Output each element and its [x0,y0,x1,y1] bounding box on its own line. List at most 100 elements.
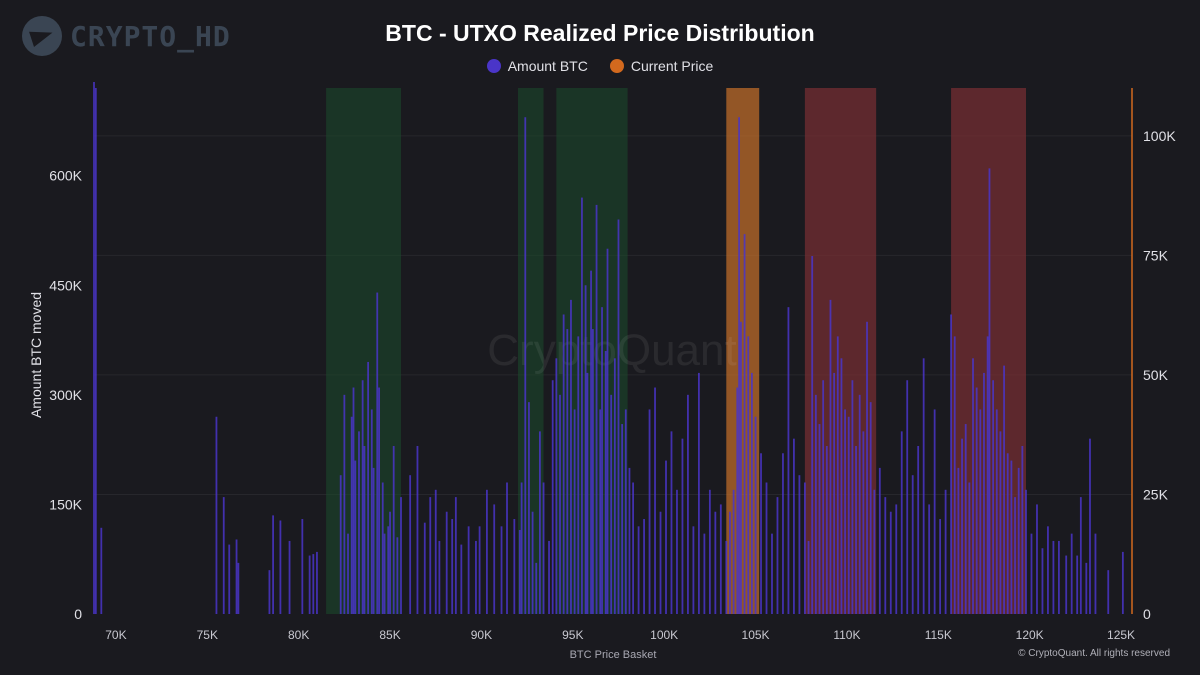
bar-81 [610,394,613,614]
bar-66 [562,314,565,614]
bar-126 [818,424,821,614]
bar-182 [1058,540,1060,614]
bar-73 [586,372,589,614]
bar-42 [445,511,448,614]
bar-60 [539,431,541,614]
bar-135 [851,380,854,614]
bar-144 [889,511,892,614]
bar-80 [606,248,609,614]
bar-57 [528,402,530,614]
bar-148 [911,475,914,614]
bar-149 [917,445,920,614]
bar-37 [416,445,419,614]
bar-28 [378,387,380,614]
bar-103 [719,504,722,614]
bar-118 [782,453,784,614]
bar-161 [972,358,974,614]
bar-96 [681,438,684,614]
zone-red-5 [951,88,1027,614]
bar-48 [478,526,481,614]
bar-190 [1107,570,1110,614]
bar-38 [423,522,426,614]
bar-91 [654,387,656,614]
bar-164 [983,372,985,614]
bar-51 [500,526,503,614]
brand-logo: CRYPTO_HD [22,16,231,56]
bar-46 [467,526,470,614]
x-tick-label-11: 125K [1107,628,1135,642]
bar-154 [944,489,947,614]
bar-83 [617,219,620,614]
bar-52 [506,482,508,614]
bar-22 [361,380,364,614]
bar-138 [862,431,865,614]
bar-90 [648,409,651,614]
copyright-credit: © CryptoQuant. All rights reserved [1018,648,1170,659]
bar-136 [855,445,857,614]
bar-30 [383,533,386,614]
y-tick-label-0: 0 [74,606,82,622]
bar-21 [358,431,360,614]
bar-187 [1085,562,1088,614]
bar-54 [518,529,521,614]
legend-item-current-price[interactable]: Current Price [609,58,713,74]
x-tick-label-5: 95K [562,628,583,642]
bar-174 [1017,467,1020,614]
bar-25 [370,409,373,614]
bar-6 [237,562,240,614]
bar-31 [387,526,390,614]
y-tick-label-2: 300K [49,387,82,403]
bar-120 [793,438,795,614]
legend-item-amount[interactable]: Amount BTC [486,58,588,74]
watermark: CryptoQuant [487,326,736,375]
bar-8 [272,515,274,614]
chart-title: BTC - UTXO Realized Price Distribution [385,20,815,46]
y2-tick-label-1: 25K [1143,486,1169,502]
bar-12 [308,555,311,614]
bar-147 [906,380,909,614]
brand-name: CRYPTO_HD [70,19,231,53]
bar-84 [621,424,624,614]
bar-186 [1079,497,1082,614]
bar-99 [697,372,700,614]
bar-62 [548,540,550,614]
bar-50 [493,504,496,614]
bar-86 [628,467,631,614]
bar-3 [222,497,225,614]
bar-104 [725,540,728,614]
bar-137 [858,394,861,614]
bar-156 [953,336,956,614]
bar-139 [866,321,868,614]
bar-19 [352,387,355,614]
bar-176 [1025,489,1027,614]
bar-27 [376,292,379,614]
bar-68 [570,299,572,614]
x-tick-label-7: 105K [742,628,770,642]
y2-tick-label-3: 75K [1143,247,1169,263]
bar-63 [551,380,554,614]
bar-0 [94,88,97,614]
bar-127 [822,380,825,614]
bar-71 [581,197,583,615]
bar-150 [922,358,925,614]
bar-18 [350,416,353,614]
bar-130 [833,372,836,614]
bar-151 [928,504,931,614]
y-tick-label-1: 150K [49,496,82,512]
bar-142 [878,467,881,614]
bar-89 [643,519,645,614]
bar-117 [776,497,779,614]
bars-amount-btc [94,88,1124,615]
bar-159 [964,424,967,614]
y2-tick-label-0: 0 [1143,606,1151,622]
bar-15 [339,475,342,614]
bar-69 [573,409,576,614]
bar-64 [555,358,558,614]
bar-128 [825,445,828,614]
bar-47 [475,540,477,614]
bar-111 [747,336,750,614]
bar-113 [754,416,757,614]
legend-label-amount: Amount BTC [507,58,588,74]
x-tick-label-0: 70K [105,628,126,642]
bar-115 [765,482,768,614]
